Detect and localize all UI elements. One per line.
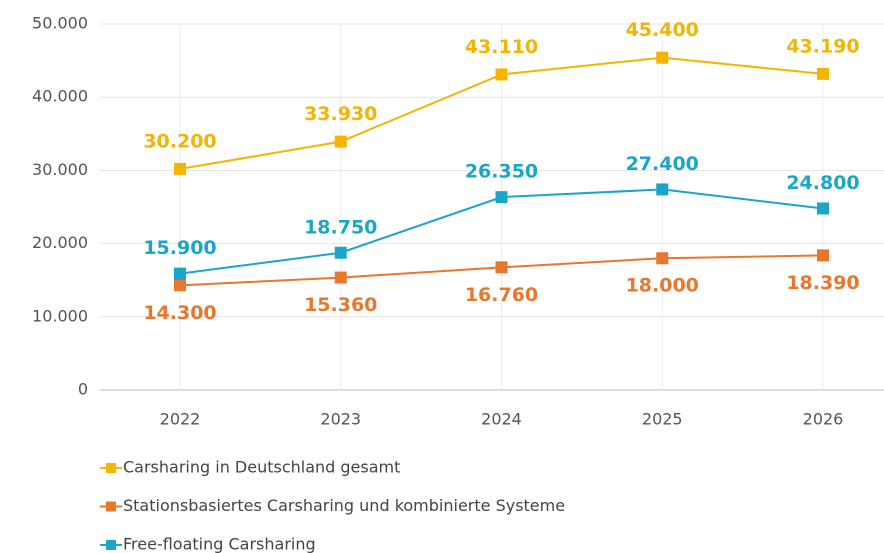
data-point [174,267,186,280]
data-label: 14.300 [143,302,216,324]
data-label: 18.750 [304,216,377,238]
x-tick-label: 2022 [160,410,201,429]
data-label: 27.400 [626,153,699,175]
x-tick-label: 2023 [320,410,361,429]
data-label: 43.190 [786,35,859,57]
data-point [495,191,508,204]
data-point [656,252,669,265]
legend-swatch [106,540,116,550]
data-label: 43.110 [465,36,538,58]
data-point [174,279,186,292]
data-point [817,249,829,262]
data-point [656,183,669,196]
data-point [656,51,669,64]
y-tick-label: 0 [78,380,88,399]
legend-label: Stationsbasiertes Carsharing und kombini… [123,496,565,515]
data-label: 18.000 [626,275,699,297]
data-label: 16.760 [465,284,538,306]
legend-swatch [106,463,116,473]
data-label: 45.400 [626,19,699,41]
data-label: 24.800 [786,172,859,194]
data-point [334,246,347,259]
data-point [495,68,508,81]
legend-swatch [106,501,116,512]
data-label: 18.390 [786,272,859,294]
data-label: 33.930 [304,103,377,125]
data-label: 26.350 [465,161,538,183]
data-point [334,135,347,148]
y-tick-label: 40.000 [32,87,88,106]
data-point [817,202,829,215]
x-tick-label: 2025 [642,410,683,429]
legend-label: Free-floating Carsharing [123,535,316,553]
x-tick-label: 2026 [803,410,844,429]
data-label: 30.200 [143,130,216,152]
y-tick-label: 50.000 [32,14,88,33]
y-tick-label: 20.000 [32,233,88,252]
data-label: 15.360 [304,294,377,316]
data-point [174,162,186,175]
legend-label: Carsharing in Deutschland gesamt [123,458,400,477]
x-tick-label: 2024 [481,410,522,429]
y-tick-label: 10.000 [32,306,88,325]
data-label: 15.900 [143,237,216,259]
data-point [334,271,347,284]
data-point [495,261,508,274]
y-tick-label: 30.000 [32,160,88,179]
data-point [817,67,829,80]
